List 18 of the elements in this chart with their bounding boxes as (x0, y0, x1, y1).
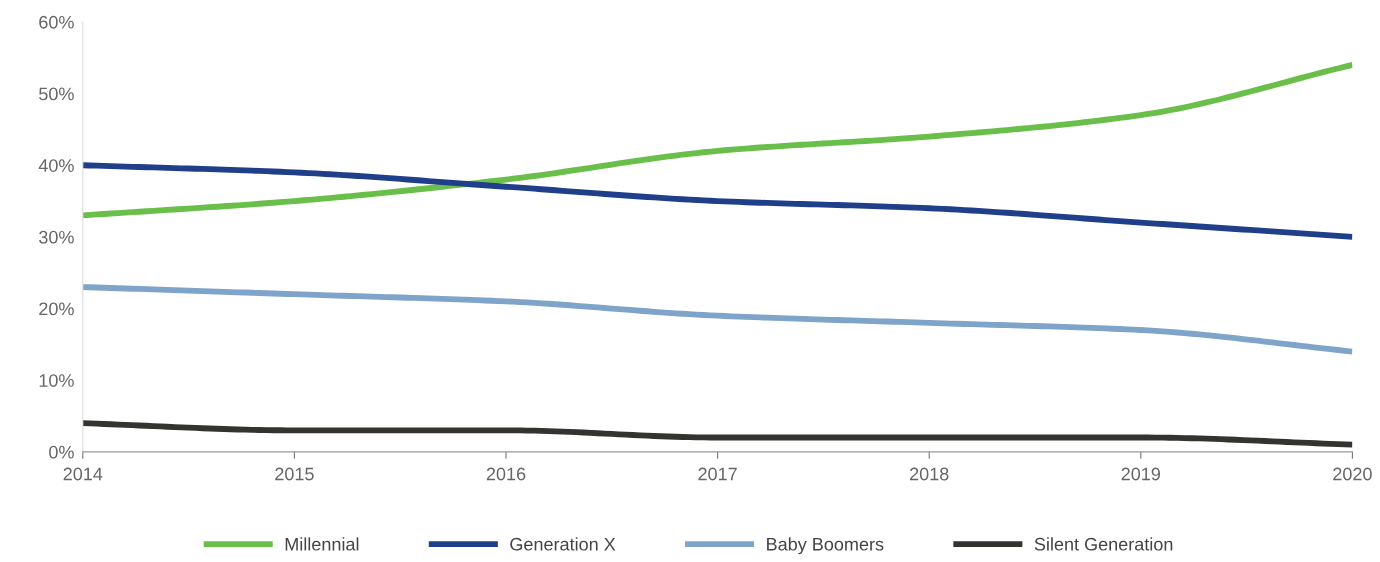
y-tick-label: 50% (39, 87, 74, 101)
y-tick-label: 0% (49, 445, 74, 459)
legend-label: Baby Boomers (767, 537, 884, 555)
x-tick-label: 2018 (910, 467, 949, 481)
x-tick-label: 2017 (698, 467, 737, 481)
x-tick-label: 2019 (1121, 467, 1161, 481)
legend-label: Millennial (285, 537, 359, 551)
legend-label: Generation X (510, 537, 616, 551)
y-tick-label: 60% (39, 15, 74, 29)
y-tick-label: 30% (39, 230, 74, 244)
y-tick-label: 10% (39, 374, 74, 387)
y-tick-label: 40% (38, 159, 74, 172)
legend-label: Silent Generation (1034, 537, 1173, 551)
x-tick-label: 2015 (275, 467, 314, 481)
x-tick-label: 2014 (63, 467, 103, 481)
x-tick-label: 2020 (1333, 467, 1372, 481)
y-tick-label: 20% (39, 302, 74, 316)
x-tick-label: 2016 (486, 467, 526, 481)
